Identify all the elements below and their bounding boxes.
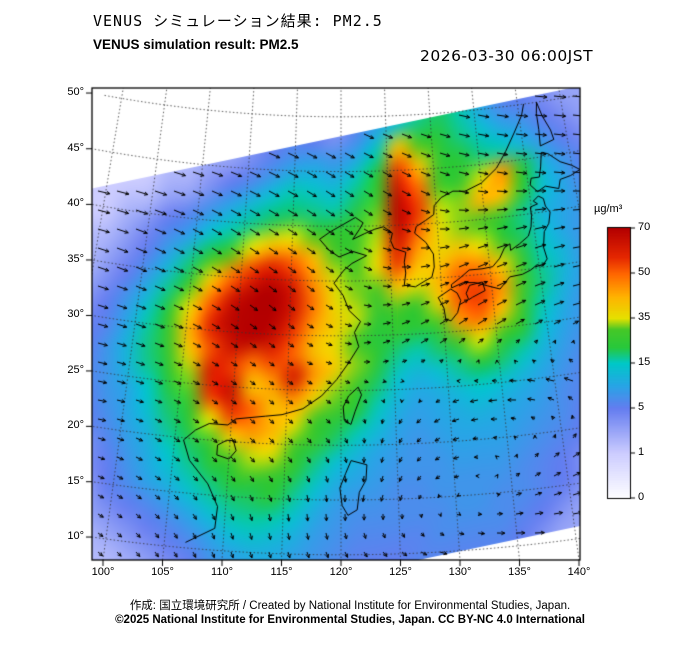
lon-tick-label: 140° [567,566,591,578]
lat-tick-label: 15° [67,474,84,487]
lat-tick-label: 45° [67,141,84,154]
colorbar-tick-label: 70 [638,221,651,233]
colorbar-tick-label: 5 [638,401,645,413]
title-japanese: VENUS シミュレーション結果: PM2.5 [93,12,383,30]
lon-tick-label: 115° [270,566,293,578]
lat-tick-label: 25° [67,363,84,376]
lon-tick-label: 105° [151,566,174,578]
footer-credit: 作成: 国立環境研究所 / Created by National Instit… [129,600,571,612]
lat-tick-label: 35° [67,252,84,265]
colorbar-tick-label: 35 [638,311,651,323]
lon-tick-label: 125° [389,566,412,578]
lon-tick-label: 100° [91,566,115,578]
lon-tick-label: 110° [211,566,233,578]
colorbar-tick-label: 50 [638,266,651,278]
lat-tick-label: 10° [67,530,84,543]
datetime-label: 2026-03-30 06:00JST [420,47,594,65]
lat-tick-label: 40° [67,197,84,210]
lat-tick-label: 50° [67,86,84,99]
lon-tick-label: 130° [448,566,472,578]
title-english: VENUS simulation result: PM2.5 [93,37,299,52]
lon-tick-label: 135° [508,566,531,578]
lat-tick-label: 20° [67,419,84,432]
lon-tick-label: 120° [329,566,353,578]
colorbar-tick-label: 0 [638,491,645,503]
colorbar-tick-label: 15 [638,356,651,368]
footer-copyright: ©2025 National Institute for Environment… [115,614,585,626]
lat-tick-label: 30° [67,308,84,321]
colorbar-tick-label: 1 [638,446,645,458]
colorbar-unit-label: µg/m³ [594,203,623,215]
